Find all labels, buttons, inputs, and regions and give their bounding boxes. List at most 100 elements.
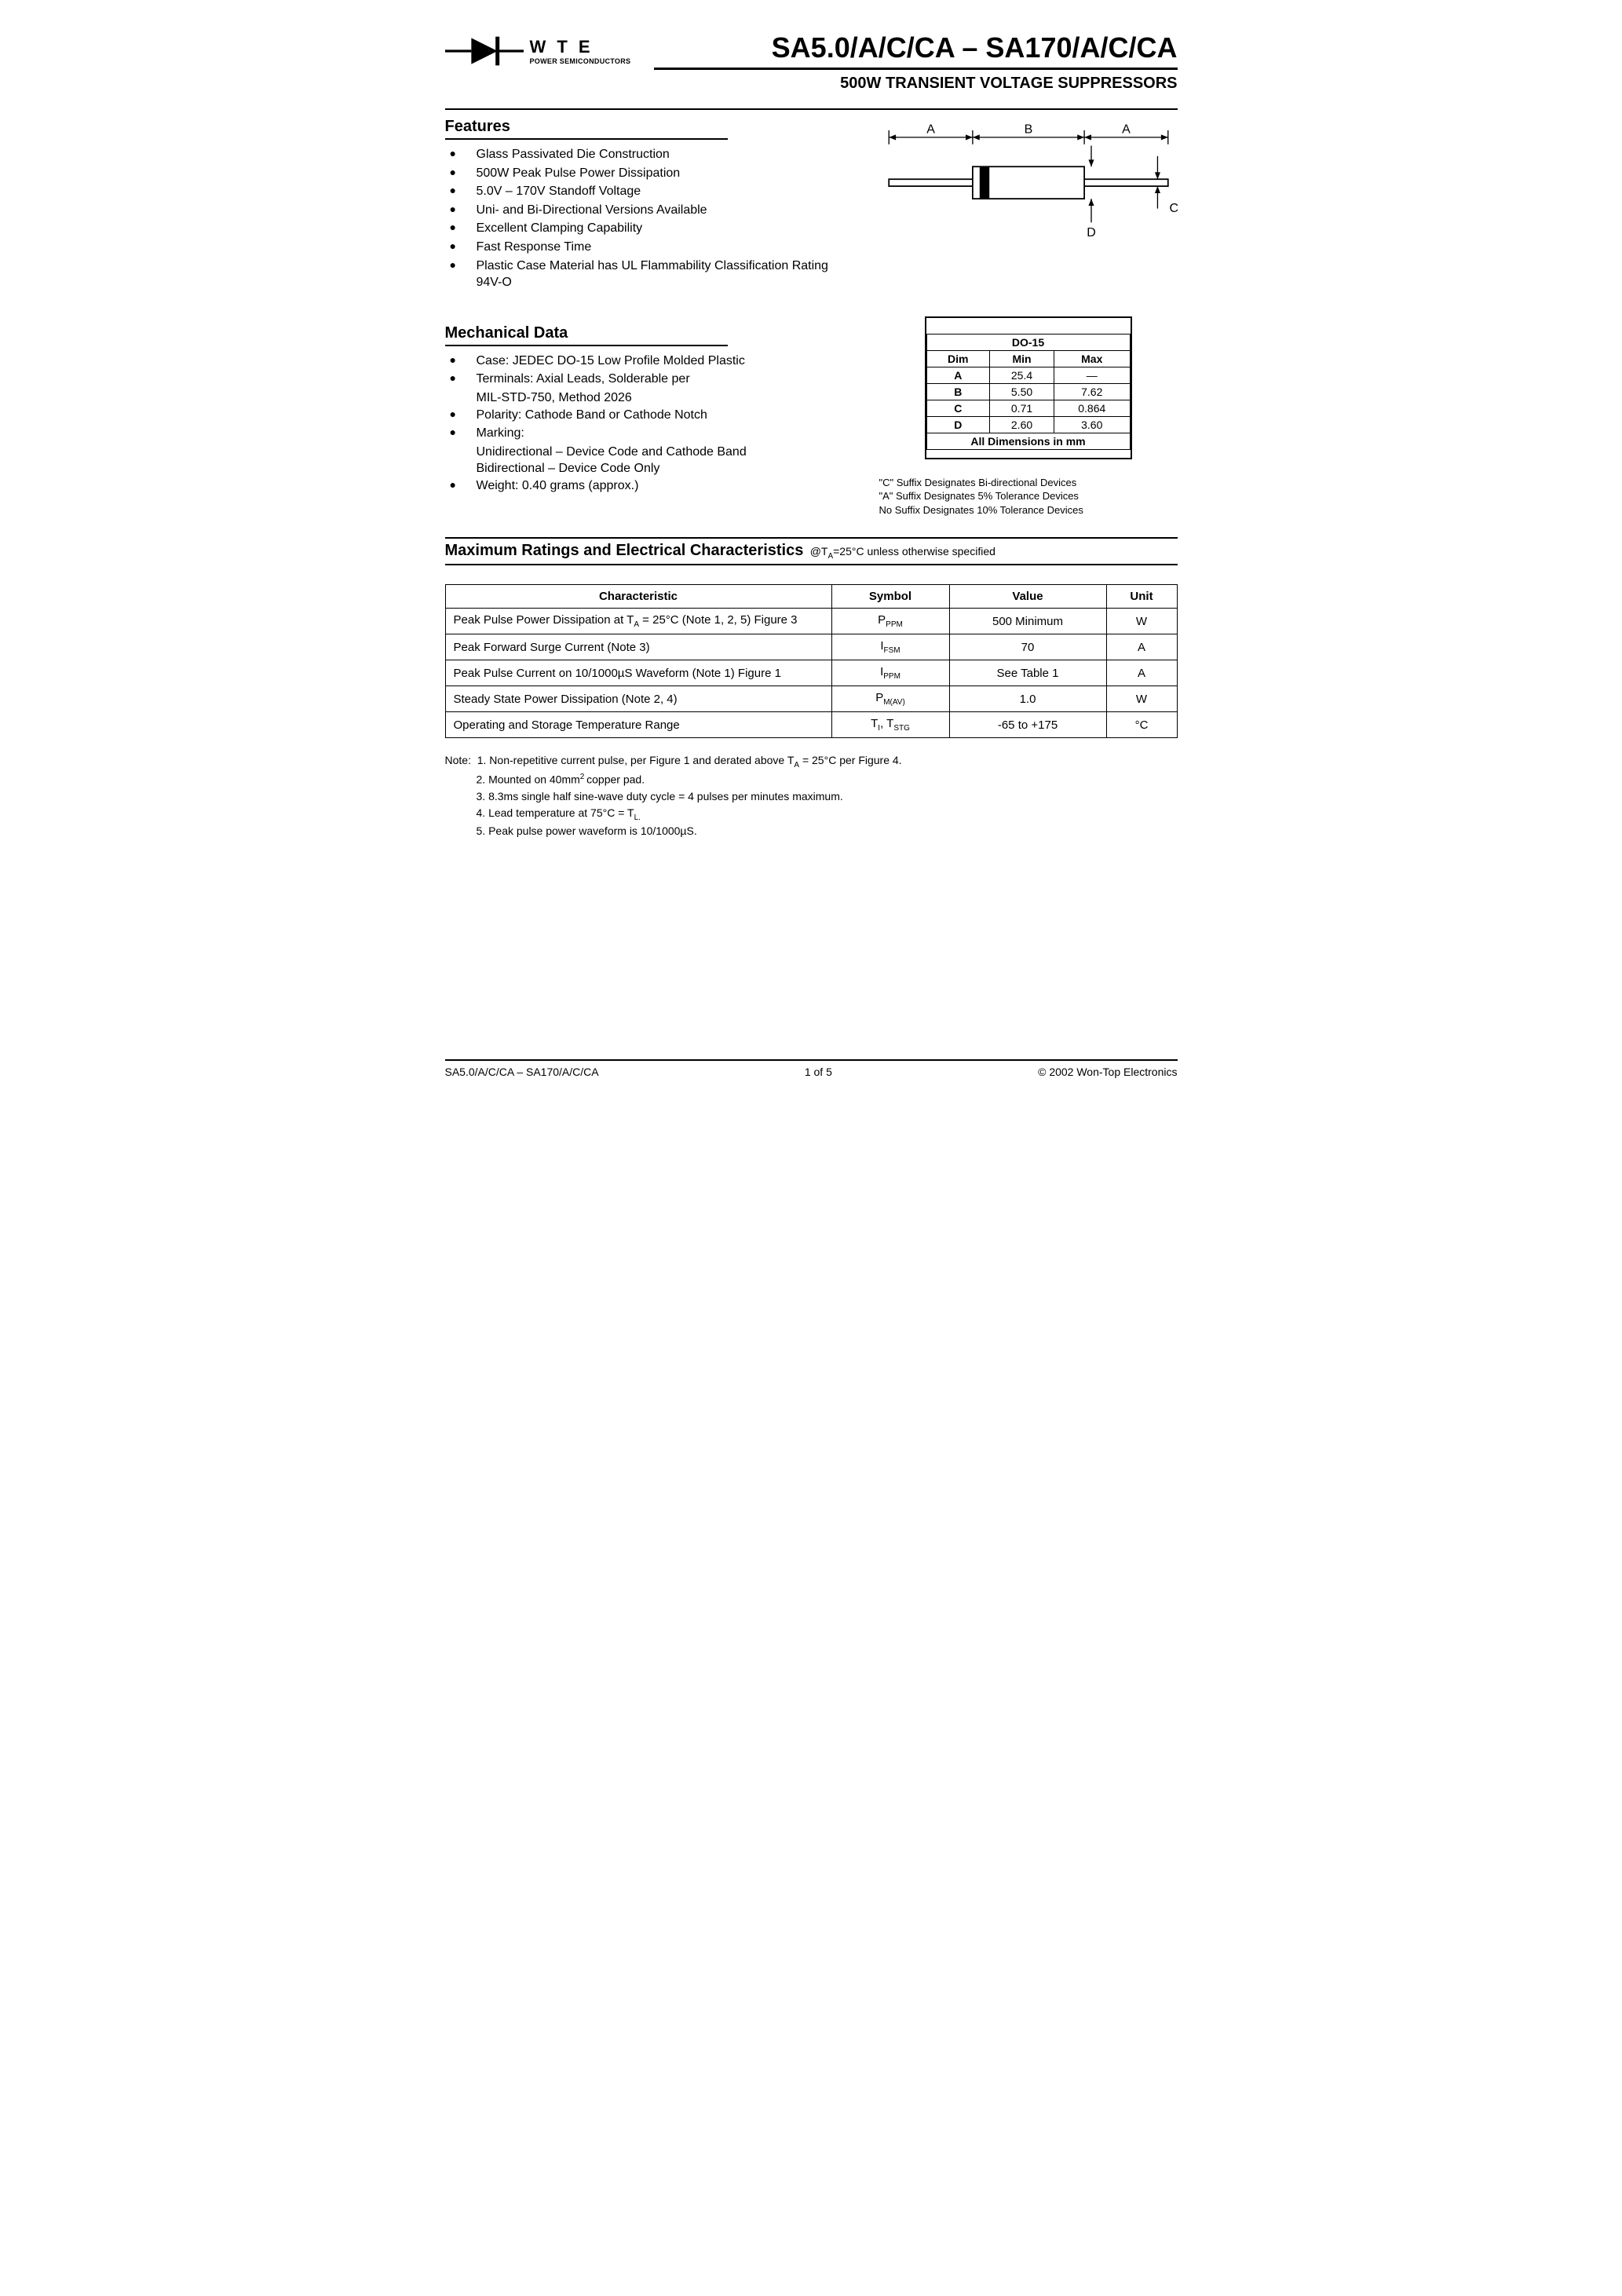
logo-wte-text: W T E bbox=[530, 37, 631, 57]
ratings-header: Value bbox=[949, 585, 1106, 609]
header: W T E POWER SEMICONDUCTORS SA5.0/A/C/CA … bbox=[445, 31, 1178, 93]
suffix-note-line: "C" Suffix Designates Bi-directional Dev… bbox=[879, 476, 1178, 490]
ratings-unit: °C bbox=[1106, 712, 1177, 738]
footer-right: © 2002 Won-Top Electronics bbox=[1038, 1066, 1177, 1078]
ratings-heading: Maximum Ratings and Electrical Character… bbox=[445, 542, 804, 559]
features-item: Plastic Case Material has UL Flammabilit… bbox=[450, 258, 848, 291]
ratings-characteristic: Peak Pulse Current on 10/1000µS Waveform… bbox=[445, 660, 831, 686]
ratings-heading-row: Maximum Ratings and Electrical Character… bbox=[445, 537, 1178, 565]
features-heading: Features bbox=[445, 118, 728, 140]
features-item: 500W Peak Pulse Power Dissipation bbox=[450, 165, 848, 182]
features-item: Uni- and Bi-Directional Versions Availab… bbox=[450, 202, 848, 219]
ratings-value: See Table 1 bbox=[949, 660, 1106, 686]
mechanical-row: Mechanical Data Case: JEDEC DO-15 Low Pr… bbox=[445, 316, 1178, 517]
mechanical-item-sub: MIL-STD-750, Method 2026 bbox=[477, 389, 848, 407]
logo: W T E POWER SEMICONDUCTORS bbox=[445, 31, 631, 71]
ratings-header: Unit bbox=[1106, 585, 1177, 609]
dim-table-cell: — bbox=[1054, 367, 1130, 383]
dim-table-header: Min bbox=[990, 350, 1054, 367]
dim-table-cell: A bbox=[926, 367, 990, 383]
ratings-header: Characteristic bbox=[445, 585, 831, 609]
ratings-table: CharacteristicSymbolValueUnit Peak Pulse … bbox=[445, 584, 1178, 738]
ratings-unit: W bbox=[1106, 686, 1177, 712]
dim-table-block: DO-15DimMinMax A25.4— B5.507.62 C0.710.864 D… bbox=[879, 316, 1178, 517]
features-item: Excellent Clamping Capability bbox=[450, 220, 848, 237]
note-line: 5. Peak pulse power waveform is 10/1000µ… bbox=[445, 823, 1178, 839]
features-item: 5.0V – 170V Standoff Voltage bbox=[450, 183, 848, 200]
note-line: Note: 1. Non-repetitive current pulse, p… bbox=[445, 752, 1178, 771]
suffix-note-line: No Suffix Designates 10% Tolerance Devic… bbox=[879, 503, 1178, 517]
dim-table-cell: 2.60 bbox=[990, 416, 1054, 433]
note-line: 3. 8.3ms single half sine-wave duty cycl… bbox=[445, 788, 1178, 805]
ratings-characteristic: Steady State Power Dissipation (Note 2, … bbox=[445, 686, 831, 712]
ratings-characteristic: Peak Pulse Power Dissipation at TA = 25°… bbox=[445, 609, 831, 634]
mechanical-item: Case: JEDEC DO-15 Low Profile Molded Pla… bbox=[450, 353, 848, 370]
notes-block: Note: 1. Non-repetitive current pulse, p… bbox=[445, 752, 1178, 839]
mechanical-item: Terminals: Axial Leads, Solderable per bbox=[450, 371, 848, 388]
dim-label-b: B bbox=[1024, 123, 1032, 137]
ratings-value: 1.0 bbox=[949, 686, 1106, 712]
dim-table-cell: B bbox=[926, 383, 990, 400]
package-diagram-block: A B A D C bbox=[879, 118, 1178, 316]
footer-center: 1 of 5 bbox=[805, 1066, 832, 1078]
dim-table-cell: 0.864 bbox=[1054, 400, 1130, 416]
suffix-note-line: "A" Suffix Designates 5% Tolerance Devic… bbox=[879, 489, 1178, 503]
top-rule bbox=[445, 108, 1178, 110]
footer-rule bbox=[445, 1059, 1178, 1061]
mechanical-list: Case: JEDEC DO-15 Low Profile Molded Pla… bbox=[445, 353, 848, 495]
ratings-value: 70 bbox=[949, 634, 1106, 660]
dim-label-a-left: A bbox=[926, 123, 935, 137]
logo-subtitle: POWER SEMICONDUCTORS bbox=[530, 57, 631, 65]
mechanical-heading: Mechanical Data bbox=[445, 324, 728, 346]
dim-table-header: Max bbox=[1054, 350, 1130, 367]
dim-table-cell: D bbox=[926, 416, 990, 433]
mechanical-item-sub: Bidirectional – Device Code Only bbox=[477, 460, 848, 477]
mechanical-item: Marking: bbox=[450, 425, 848, 442]
ratings-value: -65 to +175 bbox=[949, 712, 1106, 738]
ratings-unit: A bbox=[1106, 634, 1177, 660]
note-line: 4. Lead temperature at 75°C = TL. bbox=[445, 805, 1178, 824]
ratings-value: 500 Minimum bbox=[949, 609, 1106, 634]
dim-label-a-right: A bbox=[1122, 123, 1131, 137]
mechanical-item: Weight: 0.40 grams (approx.) bbox=[450, 477, 848, 495]
features-item: Fast Response Time bbox=[450, 239, 848, 256]
dim-table-cell: 3.60 bbox=[1054, 416, 1130, 433]
features-section: Features Glass Passivated Die Constructi… bbox=[445, 118, 848, 293]
title-main: SA5.0/A/C/CA – SA170/A/C/CA bbox=[654, 31, 1177, 70]
dim-table-cell: C bbox=[926, 400, 990, 416]
suffix-notes: "C" Suffix Designates Bi-directional Dev… bbox=[879, 476, 1178, 517]
ratings-symbol: IFSM bbox=[831, 634, 949, 660]
dim-table-cell: 0.71 bbox=[990, 400, 1054, 416]
dim-table-cell: 25.4 bbox=[990, 367, 1054, 383]
dim-table-header: Dim bbox=[926, 350, 990, 367]
ratings-symbol: PM(AV) bbox=[831, 686, 949, 712]
footer: SA5.0/A/C/CA – SA170/A/C/CA 1 of 5 © 200… bbox=[445, 1066, 1178, 1078]
footer-left: SA5.0/A/C/CA – SA170/A/C/CA bbox=[445, 1066, 599, 1078]
ratings-unit: W bbox=[1106, 609, 1177, 634]
ratings-condition: @TA=25°C unless otherwise specified bbox=[807, 545, 995, 558]
ratings-characteristic: Operating and Storage Temperature Range bbox=[445, 712, 831, 738]
ratings-characteristic: Peak Forward Surge Current (Note 3) bbox=[445, 634, 831, 660]
mechanical-section: Mechanical Data Case: JEDEC DO-15 Low Pr… bbox=[445, 324, 848, 517]
ratings-unit: A bbox=[1106, 660, 1177, 686]
note-line: 2. Mounted on 40mm2 copper pad. bbox=[445, 771, 1178, 788]
dimensions-table: DO-15DimMinMax A25.4— B5.507.62 C0.710.864 D… bbox=[926, 334, 1131, 450]
title-subtitle: 500W TRANSIENT VOLTAGE SUPPRESSORS bbox=[654, 75, 1177, 93]
package-outline-diagram: A B A D C bbox=[879, 118, 1178, 243]
title-block: SA5.0/A/C/CA – SA170/A/C/CA 500W TRANSIE… bbox=[654, 31, 1177, 93]
features-list: Glass Passivated Die Construction 500W Pe… bbox=[445, 146, 848, 291]
dim-table-caption: DO-15 bbox=[926, 334, 1130, 350]
features-item: Glass Passivated Die Construction bbox=[450, 146, 848, 163]
dim-table-footer: All Dimensions in mm bbox=[926, 433, 1130, 449]
diode-logo-icon bbox=[445, 31, 524, 71]
features-row: Features Glass Passivated Die Constructi… bbox=[445, 118, 1178, 316]
mechanical-item-sub: Unidirectional – Device Code and Cathode… bbox=[477, 444, 848, 461]
ratings-symbol: TI, TSTG bbox=[831, 712, 949, 738]
dim-table-cell: 5.50 bbox=[990, 383, 1054, 400]
ratings-header: Symbol bbox=[831, 585, 949, 609]
dim-table-cell: 7.62 bbox=[1054, 383, 1130, 400]
ratings-symbol: PPPM bbox=[831, 609, 949, 634]
dim-label-c: C bbox=[1169, 202, 1177, 215]
logo-text: W T E POWER SEMICONDUCTORS bbox=[530, 37, 631, 65]
dim-label-d: D bbox=[1087, 226, 1096, 239]
